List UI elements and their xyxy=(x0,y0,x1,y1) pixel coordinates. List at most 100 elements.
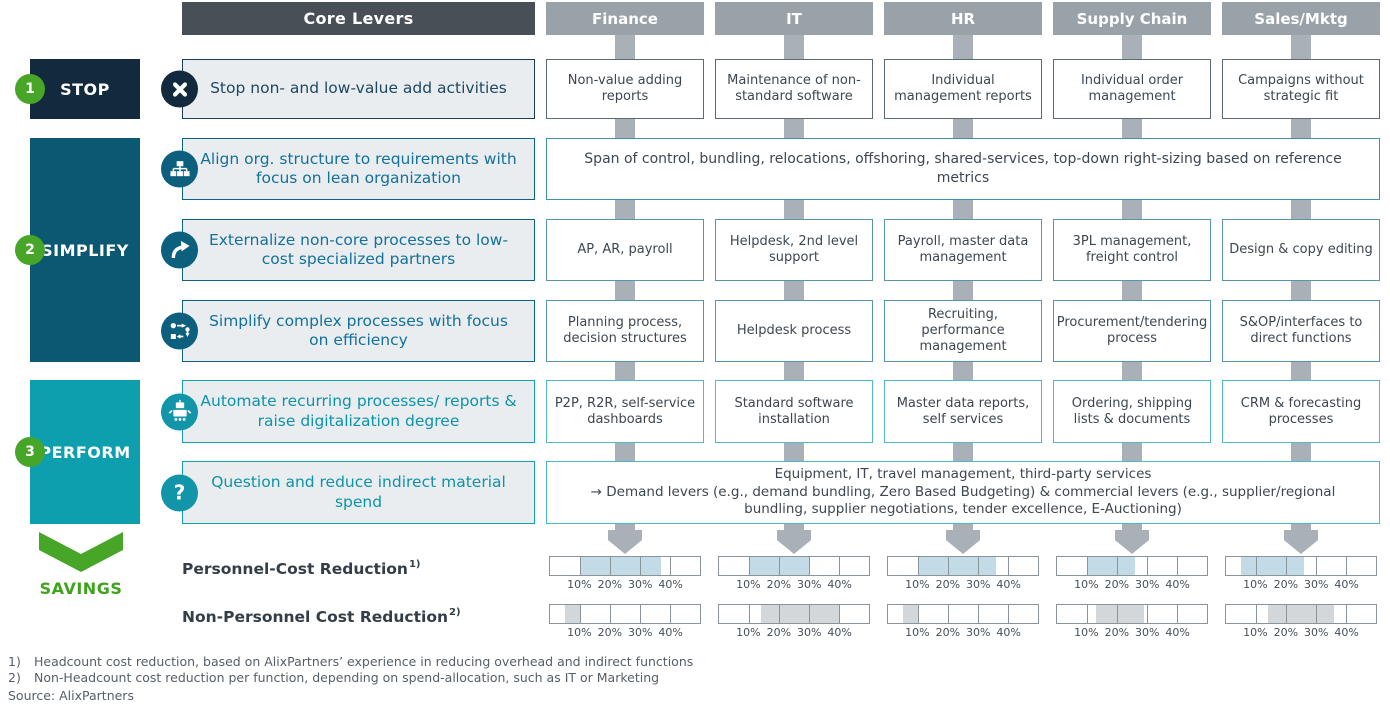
scale-ticks: 10% 20% 30% 40% xyxy=(1074,578,1190,591)
scale-bar xyxy=(718,556,870,576)
footnote-1: 1) Headcount cost reduction, based on Al… xyxy=(8,654,1390,670)
scale-bar xyxy=(1056,556,1208,576)
scale-bar xyxy=(1225,556,1377,576)
savings-block: SAVINGS xyxy=(8,528,154,644)
non-personnel-bar-it: 10% 20% 30% 40% xyxy=(715,604,873,644)
cell-simplify-supply-chain: Procurement/tendering process xyxy=(1053,300,1211,362)
scale-bar xyxy=(718,604,870,624)
footnotes: 1) Headcount cost reduction, based on Al… xyxy=(8,654,1390,704)
externalize-arrow-icon xyxy=(161,231,198,269)
scale-bar xyxy=(1225,604,1377,624)
scale-ticks: 10% 20% 30% 40% xyxy=(905,578,1021,591)
org-chart-icon xyxy=(161,150,198,188)
question-icon: ? xyxy=(161,474,198,511)
footnote-marker: 1) xyxy=(8,654,21,669)
non-personnel-bar-finance: 10% 20% 30% 40% xyxy=(546,604,704,644)
cell-externalize-finance: AP, AR, payroll xyxy=(546,219,704,281)
personnel-bar-finance: 10% 20% 30% 40% xyxy=(546,556,704,596)
personnel-bar-hr: 10% 20% 30% 40% xyxy=(884,556,1042,596)
cell-externalize-hr: Payroll, master data management xyxy=(884,219,1042,281)
cell-automate-it: Standard software installation xyxy=(715,380,873,443)
footnote-2: 2) Non-Headcount cost reduction per func… xyxy=(8,670,1390,686)
footnote-text: Headcount cost reduction, based on AlixP… xyxy=(34,654,694,669)
footnote-text: Non-Headcount cost reduction per functio… xyxy=(34,670,660,686)
cell-automate-finance: P2P, R2R, self-service dashboards xyxy=(546,380,704,443)
cell-simplify-it: Helpdesk process xyxy=(715,300,873,362)
lever-automate-processes: Automate recurring processes/ reports & … xyxy=(161,380,535,443)
x-circle-icon xyxy=(161,70,198,108)
cell-simplify-finance: Planning process, decision structures xyxy=(546,300,704,362)
scale-ticks: 10% 20% 30% 40% xyxy=(1074,626,1190,639)
footnote-ref-2: 2) xyxy=(449,607,461,618)
section-simplify-label: SIMPLIFY xyxy=(41,240,129,260)
scale-ticks: 10% 20% 30% 40% xyxy=(905,626,1021,639)
scale-ticks: 10% 20% 30% 40% xyxy=(736,626,852,639)
personnel-cost-reduction-label: Personnel-Cost Reduction1) xyxy=(182,556,535,596)
lever-externalize-processes: Externalize non-core processes to low-co… xyxy=(161,219,535,281)
cell-stop-finance: Non-value adding reports xyxy=(546,59,704,119)
non-personnel-cost-reduction-label: Non-Personnel Cost Reduction2) xyxy=(182,604,535,644)
span-text: Span of control, bundling, relocations, … xyxy=(584,151,1342,186)
cell-stop-supply-chain: Individual order management xyxy=(1053,59,1211,119)
core-levers-header: Core Levers xyxy=(182,2,535,35)
cell-simplify-hr: Recruiting, performance management xyxy=(884,300,1042,362)
scale-ticks: 10% 20% 30% 40% xyxy=(1243,626,1359,639)
lever-text: Automate recurring processes/ reports & … xyxy=(200,392,517,430)
source-line: Source: AlixPartners xyxy=(8,687,134,703)
label-text: Non-Personnel Cost Reduction xyxy=(182,608,448,627)
personnel-bar-supply-chain: 10% 20% 30% 40% xyxy=(1053,556,1211,596)
cell-automate-sales-mktg: CRM & forecasting processes xyxy=(1222,380,1380,443)
scale-ticks: 10% 20% 30% 40% xyxy=(1243,578,1359,591)
column-header-supply-chain: Supply Chain xyxy=(1053,2,1211,35)
section-simplify: 2 SIMPLIFY xyxy=(15,138,140,362)
lever-text: Externalize non-core processes to low-co… xyxy=(208,230,509,268)
robot-icon xyxy=(161,393,198,430)
down-arrow-icon xyxy=(777,530,811,554)
scale-bar xyxy=(549,604,701,624)
cell-automate-supply-chain: Ordering, shipping lists & documents xyxy=(1053,380,1211,443)
chevron-down-icon xyxy=(39,532,123,572)
core-levers-matrix: Core Levers Finance IT HR Supply Chain S… xyxy=(8,2,1390,644)
step-2-badge: 2 xyxy=(15,235,45,265)
column-header-hr: HR xyxy=(884,2,1042,35)
section-stop: 1 STOP xyxy=(15,59,140,119)
cell-stop-it: Maintenance of non-standard software xyxy=(715,59,873,119)
section-perform: 3 PERFORM xyxy=(15,380,140,524)
scale-ticks: 10% 20% 30% 40% xyxy=(567,626,683,639)
span-text-line1: Equipment, IT, travel management, third-… xyxy=(774,466,1152,483)
scale-bar xyxy=(887,604,1039,624)
down-arrow-icon xyxy=(1115,530,1149,554)
column-header-finance: Finance xyxy=(546,2,704,35)
savings-label: SAVINGS xyxy=(39,579,123,598)
label-text: Personnel-Cost Reduction xyxy=(182,560,408,579)
column-header-sales-mktg: Sales/Mktg xyxy=(1222,2,1380,35)
lever-text: Question and reduce indirect material sp… xyxy=(211,473,506,511)
lever-text: Simplify complex processes with focus on… xyxy=(209,311,508,349)
scale-ticks: 10% 20% 30% 40% xyxy=(567,578,683,591)
span-indirect-spend: Equipment, IT, travel management, third-… xyxy=(546,461,1380,524)
cell-simplify-sales-mktg: S&OP/interfaces to direct functions xyxy=(1222,300,1380,362)
lever-stop-activities: Stop non- and low-value add activities xyxy=(161,59,535,119)
simplify-process-icon xyxy=(161,312,198,350)
cell-automate-hr: Master data reports, self services xyxy=(884,380,1042,443)
lever-align-org-structure: Align org. structure to requirements wit… xyxy=(161,138,535,200)
scale-bar xyxy=(549,556,701,576)
down-arrow-icon xyxy=(946,530,980,554)
lever-text: Align org. structure to requirements wit… xyxy=(200,149,517,187)
cell-externalize-it: Helpdesk, 2nd level support xyxy=(715,219,873,281)
non-personnel-bar-hr: 10% 20% 30% 40% xyxy=(884,604,1042,644)
scale-ticks: 10% 20% 30% 40% xyxy=(736,578,852,591)
column-header-it: IT xyxy=(715,2,873,35)
section-stop-label: STOP xyxy=(60,79,110,99)
section-perform-label: PERFORM xyxy=(39,442,131,462)
lever-simplify-processes: Simplify complex processes with focus on… xyxy=(161,300,535,362)
personnel-bar-sales-mktg: 10% 20% 30% 40% xyxy=(1222,556,1380,596)
scale-bar xyxy=(887,556,1039,576)
step-3-badge: 3 xyxy=(15,437,45,467)
scale-bar xyxy=(1056,604,1208,624)
lever-question-spend: ? Question and reduce indirect material … xyxy=(161,461,535,524)
footnote-ref-1: 1) xyxy=(408,559,421,570)
step-1-badge: 1 xyxy=(15,74,45,104)
non-personnel-bar-sales-mktg: 10% 20% 30% 40% xyxy=(1222,604,1380,644)
span-text-line2: → Demand levers (e.g., demand bundling, … xyxy=(590,483,1336,518)
